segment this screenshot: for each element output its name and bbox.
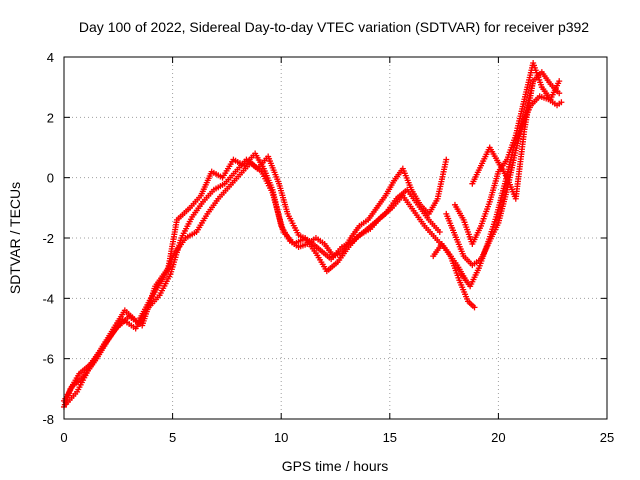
data-point (530, 78, 537, 85)
y-tick-label: -8 (42, 412, 54, 427)
y-tick-label: 2 (47, 110, 54, 125)
y-tick-label: -2 (42, 231, 54, 246)
y-tick-label: 4 (47, 50, 54, 65)
x-tick-label: 15 (383, 430, 397, 445)
chart-title: Day 100 of 2022, Sidereal Day-to-day VTE… (79, 19, 589, 35)
data-point (556, 78, 563, 85)
y-tick-label: -4 (42, 291, 54, 306)
data-point (471, 304, 478, 311)
data-point (436, 228, 443, 235)
y-tick-label: 0 (47, 171, 54, 186)
x-tick-label: 25 (600, 430, 614, 445)
x-tick-label: 5 (169, 430, 176, 445)
data-point (556, 90, 563, 97)
x-tick-label: 10 (274, 430, 288, 445)
series-track-7 (458, 93, 565, 290)
x-axis-label: GPS time / hours (282, 458, 389, 474)
grid-lines (64, 57, 607, 419)
series-track-6 (451, 60, 563, 248)
axis-ticks: 0 5 10 15 20 25 -8 -6 -4 -2 0 2 4 (42, 50, 614, 445)
data-marks (61, 60, 565, 410)
series-track-4 (430, 241, 478, 311)
x-tick-label: 20 (491, 430, 505, 445)
x-tick-label: 0 (60, 430, 67, 445)
series-track-1 (61, 150, 450, 410)
y-tick-label: -6 (42, 352, 54, 367)
data-point (558, 99, 565, 106)
series-track-8 (469, 78, 537, 202)
y-axis-label: SDTVAR / TECUs (7, 182, 23, 294)
data-point (443, 156, 450, 163)
series-track-3 (63, 159, 469, 407)
